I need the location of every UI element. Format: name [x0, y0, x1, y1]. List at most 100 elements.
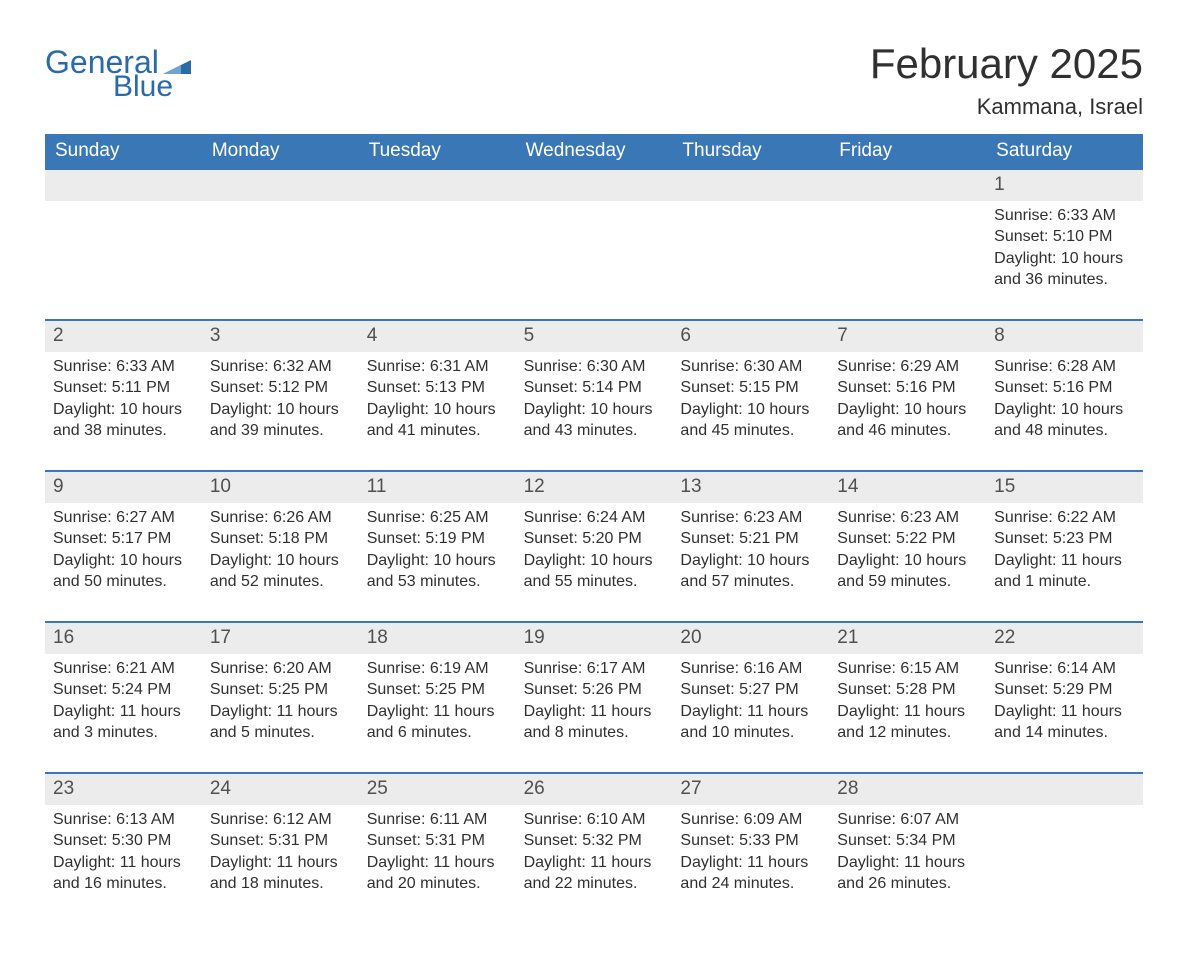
calendar-day-cell: 6Sunrise: 6:30 AMSunset: 5:15 PMDaylight… — [672, 321, 829, 470]
day-number — [986, 774, 1143, 805]
calendar-day-cell: 27Sunrise: 6:09 AMSunset: 5:33 PMDayligh… — [672, 774, 829, 923]
sunrise-text: Sunrise: 6:23 AM — [680, 507, 821, 529]
calendar-day-cell: 2Sunrise: 6:33 AMSunset: 5:11 PMDaylight… — [45, 321, 202, 470]
daylight-text: Daylight: 11 hours and 22 minutes. — [524, 852, 665, 895]
daylight-text: Daylight: 11 hours and 10 minutes. — [680, 701, 821, 744]
sunrise-text: Sunrise: 6:26 AM — [210, 507, 351, 529]
sunrise-text: Sunrise: 6:30 AM — [680, 356, 821, 378]
daylight-text: Daylight: 10 hours and 59 minutes. — [837, 550, 978, 593]
daylight-text: Daylight: 10 hours and 43 minutes. — [524, 399, 665, 442]
day-number: 15 — [986, 472, 1143, 503]
sunrise-text: Sunrise: 6:13 AM — [53, 809, 194, 831]
day-number: 14 — [829, 472, 986, 503]
daylight-text: Daylight: 10 hours and 48 minutes. — [994, 399, 1135, 442]
daylight-text: Daylight: 10 hours and 53 minutes. — [367, 550, 508, 593]
calendar-day-cell: 19Sunrise: 6:17 AMSunset: 5:26 PMDayligh… — [516, 623, 673, 772]
sunrise-text: Sunrise: 6:23 AM — [837, 507, 978, 529]
calendar-day-cell: 3Sunrise: 6:32 AMSunset: 5:12 PMDaylight… — [202, 321, 359, 470]
daylight-text: Daylight: 11 hours and 12 minutes. — [837, 701, 978, 744]
calendar-day-cell — [516, 170, 673, 319]
day-number: 23 — [45, 774, 202, 805]
sunset-text: Sunset: 5:25 PM — [210, 679, 351, 701]
sunset-text: Sunset: 5:15 PM — [680, 377, 821, 399]
day-number: 19 — [516, 623, 673, 654]
daylight-text: Daylight: 10 hours and 38 minutes. — [53, 399, 194, 442]
sunset-text: Sunset: 5:12 PM — [210, 377, 351, 399]
day-number: 25 — [359, 774, 516, 805]
calendar-day-cell: 22 Sunrise: 6:14 AMSunset: 5:29 PMDayligh… — [986, 623, 1143, 772]
day-number: 24 — [202, 774, 359, 805]
daylight-text: Daylight: 11 hours and 1 minute. — [994, 550, 1135, 593]
brand-word2: Blue — [113, 72, 191, 102]
sunrise-text: Sunrise: 6:11 AM — [367, 809, 508, 831]
daylight-text: Daylight: 10 hours and 36 minutes. — [994, 248, 1135, 291]
calendar-day-cell: 9Sunrise: 6:27 AMSunset: 5:17 PMDaylight… — [45, 472, 202, 621]
day-number: 18 — [359, 623, 516, 654]
day-number — [829, 170, 986, 201]
sunset-text: Sunset: 5:29 PM — [994, 679, 1135, 701]
calendar-day-cell: 16Sunrise: 6:21 AMSunset: 5:24 PMDayligh… — [45, 623, 202, 772]
daylight-text: Daylight: 11 hours and 24 minutes. — [680, 852, 821, 895]
daylight-text: Daylight: 10 hours and 45 minutes. — [680, 399, 821, 442]
sunset-text: Sunset: 5:30 PM — [53, 830, 194, 852]
sunset-text: Sunset: 5:14 PM — [524, 377, 665, 399]
daylight-text: Daylight: 11 hours and 3 minutes. — [53, 701, 194, 744]
sunset-text: Sunset: 5:25 PM — [367, 679, 508, 701]
calendar-day-cell: 21Sunrise: 6:15 AMSunset: 5:28 PMDayligh… — [829, 623, 986, 772]
sunrise-text: Sunrise: 6:17 AM — [524, 658, 665, 680]
calendar-day-cell: 5Sunrise: 6:30 AMSunset: 5:14 PMDaylight… — [516, 321, 673, 470]
calendar-day-cell: 1Sunrise: 6:33 AMSunset: 5:10 PMDaylight… — [986, 170, 1143, 319]
sunset-text: Sunset: 5:17 PM — [53, 528, 194, 550]
sunrise-text: Sunrise: 6:14 AM — [994, 658, 1135, 680]
calendar-day-cell: 11Sunrise: 6:25 AMSunset: 5:19 PMDayligh… — [359, 472, 516, 621]
day-number: 20 — [672, 623, 829, 654]
sunrise-text: Sunrise: 6:25 AM — [367, 507, 508, 529]
sunrise-text: Sunrise: 6:29 AM — [837, 356, 978, 378]
sunrise-text: Sunrise: 6:33 AM — [53, 356, 194, 378]
calendar-day-cell — [986, 774, 1143, 923]
calendar-day-cell: 26Sunrise: 6:10 AMSunset: 5:32 PMDayligh… — [516, 774, 673, 923]
daylight-text: Daylight: 11 hours and 18 minutes. — [210, 852, 351, 895]
sunrise-text: Sunrise: 6:31 AM — [367, 356, 508, 378]
calendar-week-row: 2Sunrise: 6:33 AMSunset: 5:11 PMDaylight… — [45, 319, 1143, 470]
calendar-day-cell: 17Sunrise: 6:20 AMSunset: 5:25 PMDayligh… — [202, 623, 359, 772]
calendar-day-cell: 13Sunrise: 6:23 AMSunset: 5:21 PMDayligh… — [672, 472, 829, 621]
calendar-week-row: 16Sunrise: 6:21 AMSunset: 5:24 PMDayligh… — [45, 621, 1143, 772]
sunrise-text: Sunrise: 6:33 AM — [994, 205, 1135, 227]
calendar-day-cell: 8Sunrise: 6:28 AMSunset: 5:16 PMDaylight… — [986, 321, 1143, 470]
daylight-text: Daylight: 11 hours and 14 minutes. — [994, 701, 1135, 744]
day-number: 5 — [516, 321, 673, 352]
sunrise-text: Sunrise: 6:10 AM — [524, 809, 665, 831]
sunset-text: Sunset: 5:24 PM — [53, 679, 194, 701]
day-number: 10 — [202, 472, 359, 503]
calendar-week-row: 1Sunrise: 6:33 AMSunset: 5:10 PMDaylight… — [45, 170, 1143, 319]
calendar-day-cell: 15Sunrise: 6:22 AMSunset: 5:23 PMDayligh… — [986, 472, 1143, 621]
day-number: 28 — [829, 774, 986, 805]
calendar-day-cell: 14Sunrise: 6:23 AMSunset: 5:22 PMDayligh… — [829, 472, 986, 621]
daylight-text: Daylight: 11 hours and 16 minutes. — [53, 852, 194, 895]
sunrise-text: Sunrise: 6:32 AM — [210, 356, 351, 378]
sunrise-text: Sunrise: 6:22 AM — [994, 507, 1135, 529]
day-number: 8 — [986, 321, 1143, 352]
sunset-text: Sunset: 5:34 PM — [837, 830, 978, 852]
day-number — [672, 170, 829, 201]
sunrise-text: Sunrise: 6:12 AM — [210, 809, 351, 831]
calendar-day-cell: 28Sunrise: 6:07 AMSunset: 5:34 PMDayligh… — [829, 774, 986, 923]
calendar-day-cell: 23 Sunrise: 6:13 AMSunset: 5:30 PMDayligh… — [45, 774, 202, 923]
daylight-text: Daylight: 10 hours and 39 minutes. — [210, 399, 351, 442]
daylight-text: Daylight: 11 hours and 20 minutes. — [367, 852, 508, 895]
weekday-label: Tuesday — [359, 134, 516, 170]
page-header: General Blue February 2025 Kammana, Isra… — [45, 40, 1143, 130]
weekday-label: Sunday — [45, 134, 202, 170]
sunrise-text: Sunrise: 6:20 AM — [210, 658, 351, 680]
sunrise-text: Sunrise: 6:28 AM — [994, 356, 1135, 378]
calendar-day-cell — [829, 170, 986, 319]
day-number: 16 — [45, 623, 202, 654]
day-number: 4 — [359, 321, 516, 352]
daylight-text: Daylight: 11 hours and 26 minutes. — [837, 852, 978, 895]
calendar-week-row: 9Sunrise: 6:27 AMSunset: 5:17 PMDaylight… — [45, 470, 1143, 621]
day-number: 22 — [986, 623, 1143, 654]
daylight-text: Daylight: 10 hours and 55 minutes. — [524, 550, 665, 593]
sunset-text: Sunset: 5:33 PM — [680, 830, 821, 852]
calendar-day-cell: 24Sunrise: 6:12 AMSunset: 5:31 PMDayligh… — [202, 774, 359, 923]
